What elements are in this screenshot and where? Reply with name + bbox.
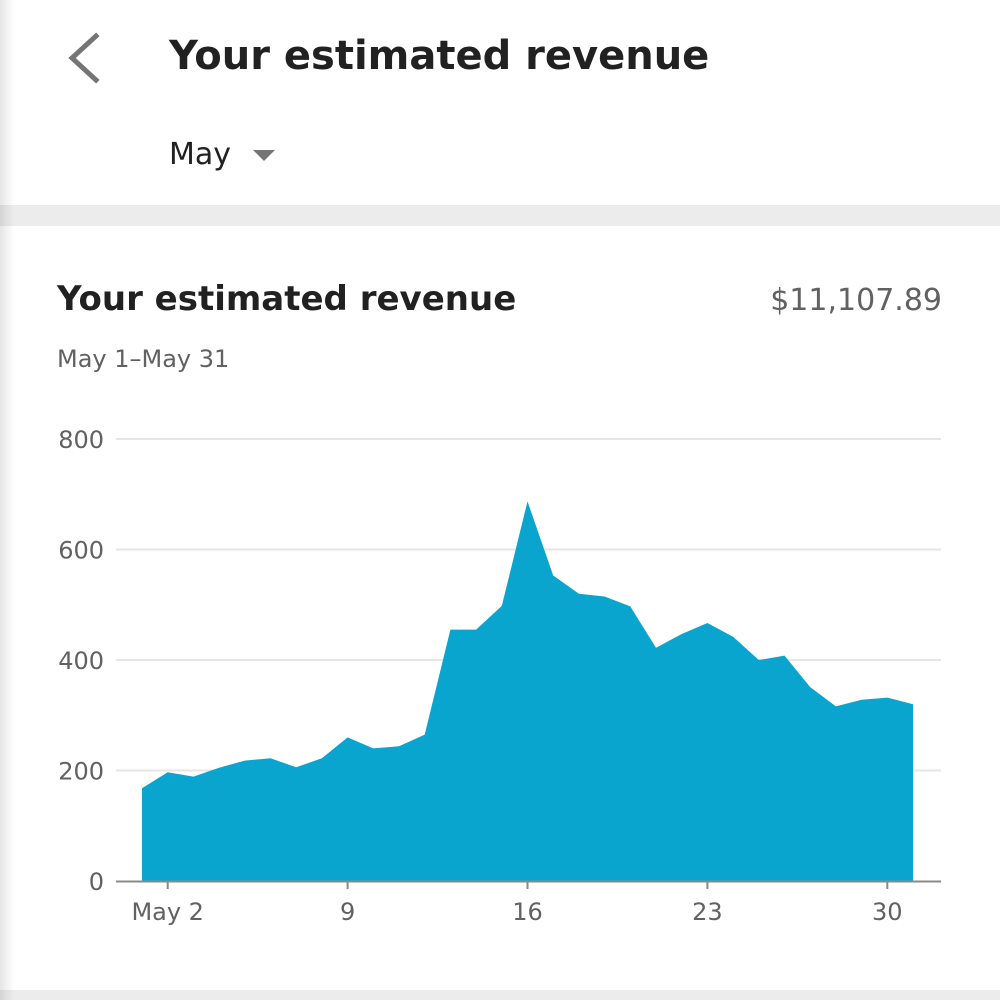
x-tick-label-2: May 2 xyxy=(131,898,204,926)
date-range: May 1–May 31 xyxy=(57,345,230,373)
app-header: Your estimated revenue May xyxy=(0,0,1000,205)
y-tick-label-200: 200 xyxy=(58,758,104,786)
edge-shadow xyxy=(0,0,14,1000)
x-tick-label-30: 30 xyxy=(872,898,903,926)
card-title: Your estimated revenue xyxy=(57,279,517,319)
x-tick-label-16: 16 xyxy=(512,898,543,926)
chart-axis-layer xyxy=(116,880,941,889)
revenue-area-series xyxy=(142,501,913,881)
page-title: Your estimated revenue xyxy=(169,33,710,79)
month-dropdown[interactable]: May xyxy=(169,130,276,178)
month-dropdown-label: May xyxy=(169,136,232,172)
x-tick-label-9: 9 xyxy=(340,898,355,926)
x-tick-label-23: 23 xyxy=(692,898,723,926)
back-button[interactable] xyxy=(56,26,116,90)
y-tick-label-600: 600 xyxy=(58,537,104,565)
back-arrow-icon xyxy=(68,32,100,84)
caret-down-icon xyxy=(253,150,276,161)
chart-area-layer xyxy=(142,501,913,881)
chart-tick-labels: 0 200 400 600 800 May 2 9 16 23 30 xyxy=(58,426,902,926)
revenue-total: $11,107.89 xyxy=(770,283,942,318)
y-tick-label-400: 400 xyxy=(58,647,104,675)
y-tick-label-800: 800 xyxy=(58,426,104,454)
y-tick-label-0: 0 xyxy=(89,868,104,896)
